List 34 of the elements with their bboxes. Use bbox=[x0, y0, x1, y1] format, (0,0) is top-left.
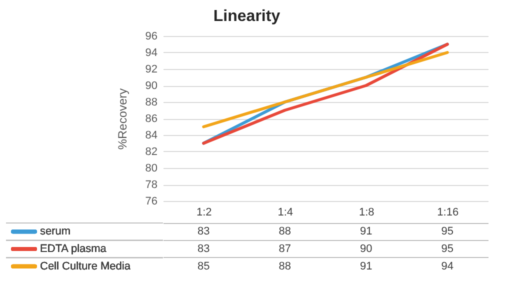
legend-label: Cell Culture Media bbox=[40, 260, 132, 272]
data-label: 88 bbox=[278, 260, 291, 272]
line-series bbox=[202, 51, 449, 128]
data-label: 95 bbox=[441, 226, 454, 238]
data-label: 87 bbox=[278, 243, 291, 255]
y-axis-title: %Recovery bbox=[115, 88, 130, 150]
y-tick-label: 94 bbox=[145, 47, 158, 59]
y-tick-label: 88 bbox=[145, 96, 158, 108]
y-tick-label: 76 bbox=[145, 196, 158, 208]
y-tick-label: 96 bbox=[145, 30, 158, 42]
data-label: 83 bbox=[198, 226, 210, 238]
y-tick-label: 80 bbox=[145, 162, 158, 174]
x-tick-label: 1:2 bbox=[196, 206, 212, 218]
legend-label: EDTA plasma bbox=[40, 243, 108, 255]
legend-label: serum bbox=[40, 226, 71, 238]
y-tick-label: 90 bbox=[145, 80, 158, 92]
data-label: 91 bbox=[360, 226, 372, 238]
x-tick-label: 1:8 bbox=[358, 206, 374, 218]
x-tick-label: 1:4 bbox=[278, 206, 294, 218]
data-label: 95 bbox=[441, 243, 454, 255]
data-label: 94 bbox=[441, 260, 454, 272]
data-label: 88 bbox=[278, 226, 291, 238]
data-label: 91 bbox=[360, 260, 372, 272]
chart-title: Linearity bbox=[213, 8, 280, 25]
y-tick-label: 84 bbox=[145, 130, 158, 142]
data-label: 85 bbox=[198, 260, 210, 272]
y-tick-label: 92 bbox=[145, 64, 158, 76]
y-tick-label: 86 bbox=[145, 113, 158, 125]
data-label: 83 bbox=[198, 243, 210, 255]
line-series bbox=[202, 42, 449, 145]
x-tick-label: 1:16 bbox=[437, 206, 459, 218]
data-label: 90 bbox=[360, 243, 372, 255]
y-tick-label: 78 bbox=[145, 179, 158, 191]
y-tick-label: 82 bbox=[145, 146, 158, 158]
